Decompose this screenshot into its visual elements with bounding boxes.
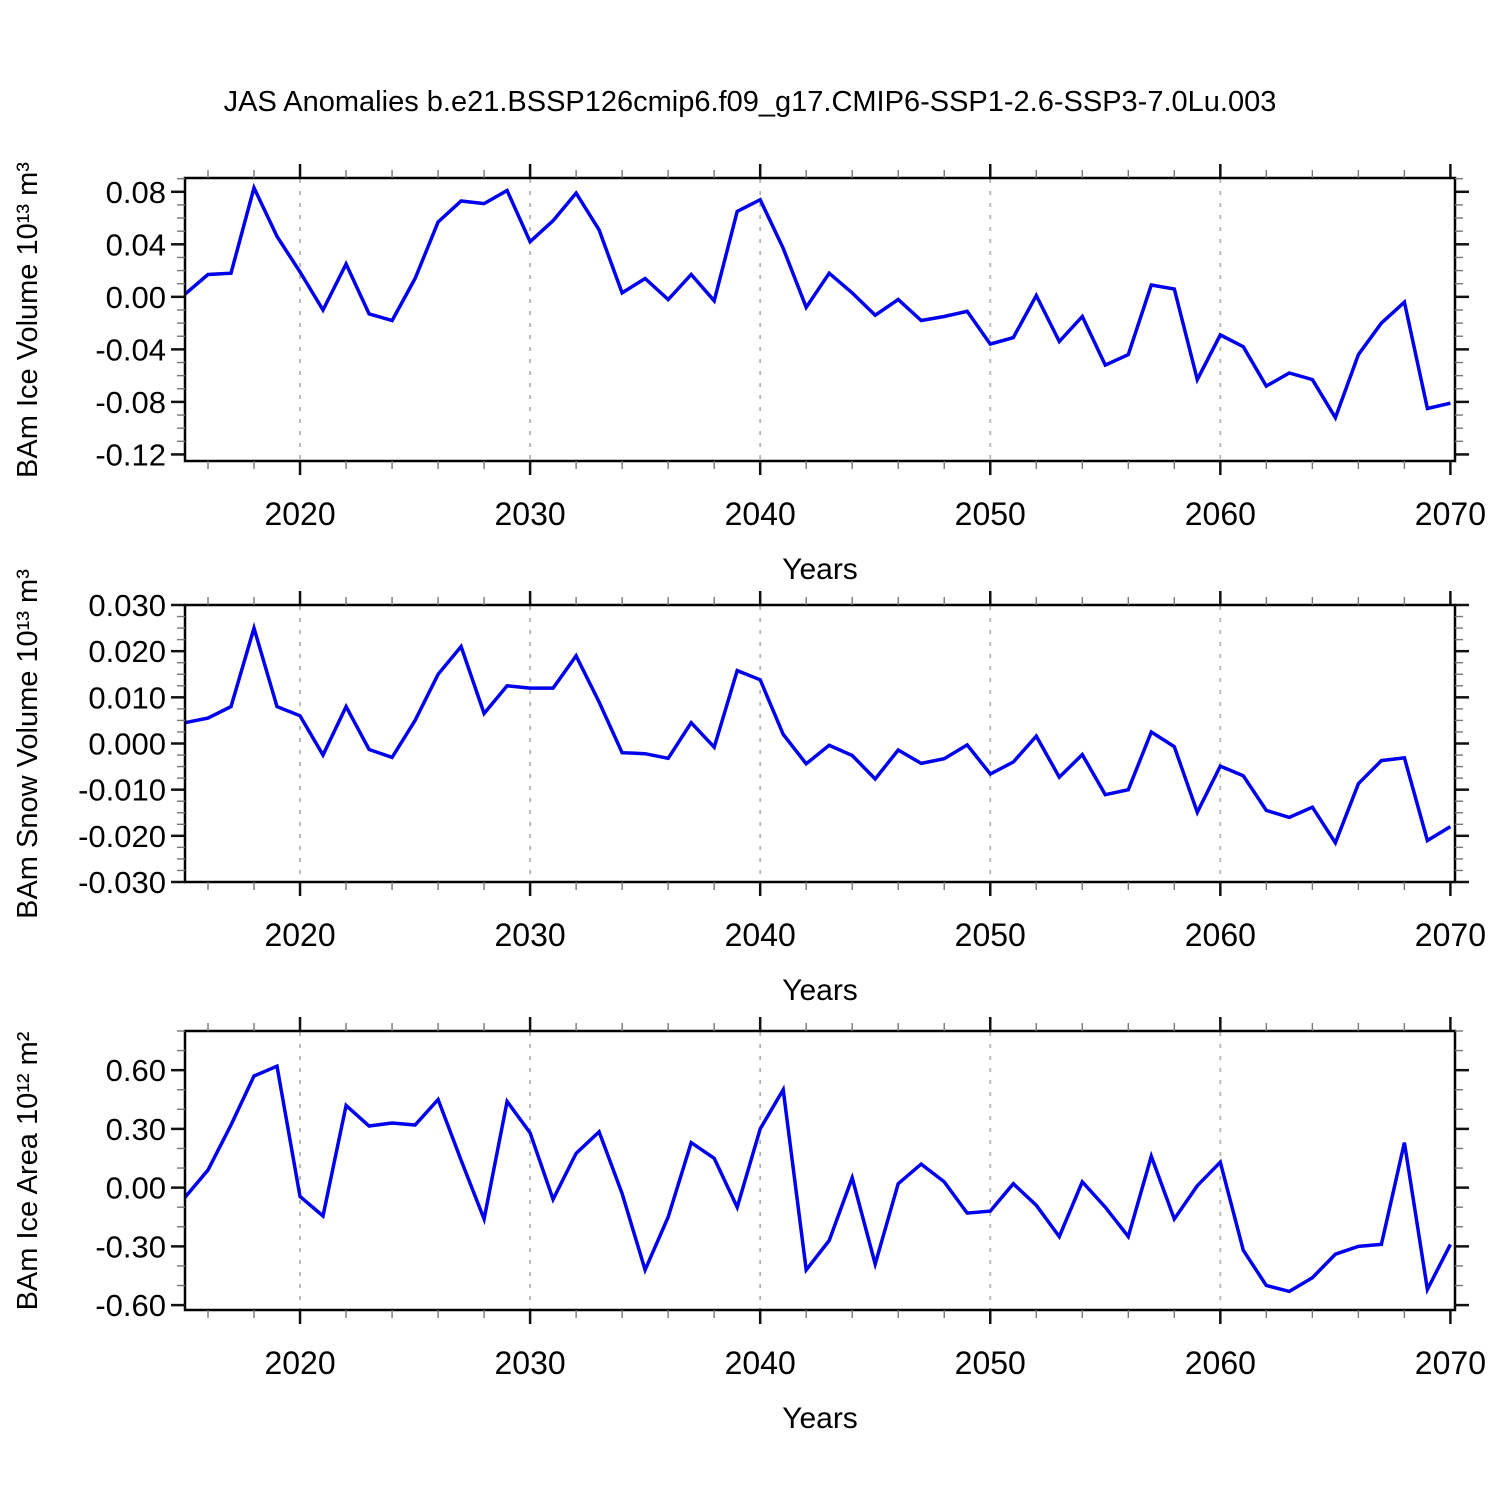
axis-frame: [183, 1029, 1457, 1312]
x-tick-label: 2030: [495, 496, 566, 532]
y-tick-label: -0.020: [78, 819, 166, 854]
x-tick-label: 2050: [955, 917, 1026, 953]
x-axis-label-years-top: Years: [782, 553, 858, 586]
data-line: [184, 621, 1452, 847]
y-tick-label: 0.000: [88, 727, 166, 762]
panel-ice-volume: 2020 2030 2040 2050 2060 2070 0.08 0.04 0.00 -0.0…: [95, 164, 1486, 532]
x-tick-label: 2020: [264, 917, 335, 953]
y-tick-label: -0.08: [95, 385, 166, 420]
figure-title: JAS Anomalies b.e21.BSSP126cmip6.f09_g17…: [223, 86, 1277, 118]
y-tick-label: -0.12: [95, 437, 166, 472]
x-tick-label: 2060: [1185, 917, 1256, 953]
x-tick-label: 2050: [955, 1345, 1026, 1381]
y-tick-label: -0.30: [95, 1229, 166, 1264]
y-tick-label: 0.010: [88, 680, 166, 715]
x-tick-label: 2060: [1185, 1345, 1256, 1381]
y-tick-label: 0.04: [106, 227, 166, 262]
x-tick-label: 2030: [495, 1345, 566, 1381]
y-tick-label: 0.030: [88, 588, 166, 623]
x-tick-label: 2040: [725, 1345, 796, 1381]
y-tick-label: 0.00: [106, 280, 166, 315]
x-tick-label: 2040: [725, 917, 796, 953]
y-tick-label: 0.60: [106, 1053, 166, 1088]
x-tick-label: 2020: [264, 496, 335, 532]
x-tick-label: 2070: [1415, 917, 1486, 953]
y-tick-label: 0.08: [106, 175, 166, 210]
axis-frame: [183, 603, 1457, 884]
data-line: [183, 182, 1451, 422]
x-tick-label: 2030: [495, 917, 566, 953]
y-tick-label: -0.010: [78, 773, 166, 808]
y-tick-label: 0.020: [88, 634, 166, 669]
x-tick-label: 2040: [725, 496, 796, 532]
y-tick-label: -0.030: [78, 865, 166, 900]
x-tick-label: 2070: [1415, 496, 1486, 532]
y-tick-label: -0.60: [95, 1288, 166, 1323]
y-tick-label: -0.04: [95, 332, 166, 367]
y-tick-label: 0.00: [106, 1171, 166, 1206]
axis-frame: [183, 176, 1457, 463]
x-axis-label-years-middle: Years: [782, 974, 858, 1007]
panel-snow-volume: 2020 2030 2040 2050 2060 2070 0.030 0.020 0.010 0…: [78, 588, 1486, 953]
x-tick-label: 2020: [264, 1345, 335, 1381]
panel-ice-area: 2020 2030 2040 2050 2060 2070 0.60 0.30 0.00 -0.3…: [95, 1017, 1486, 1381]
x-tick-label: 2070: [1415, 1345, 1486, 1381]
x-tick-label: 2050: [955, 496, 1026, 532]
x-axis-label-years-bottom: Years: [782, 1402, 858, 1435]
data-line: [183, 1063, 1452, 1295]
y-tick-label: 0.30: [106, 1112, 166, 1147]
x-tick-label: 2060: [1185, 496, 1256, 532]
